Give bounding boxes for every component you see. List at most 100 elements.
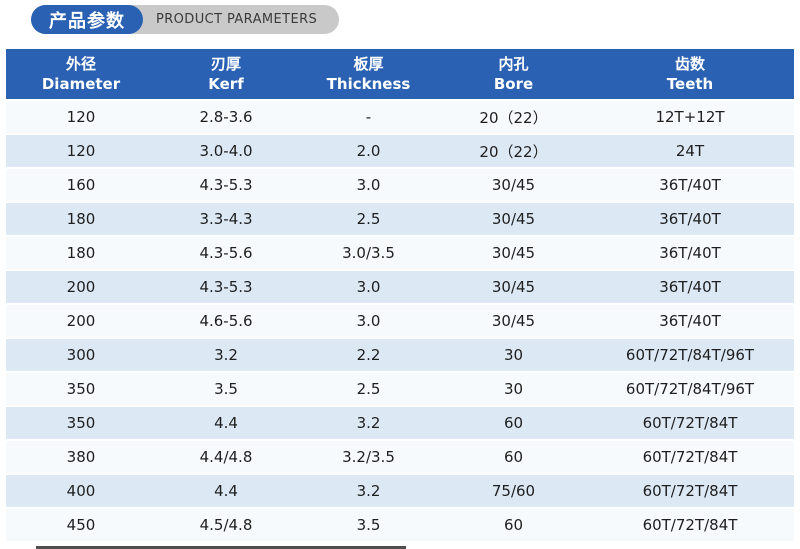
table-cell: - [296,101,441,133]
table-cell: 30/45 [441,169,586,201]
table-cell: 200 [6,305,156,337]
column-header-cn: 刃厚 [210,54,241,73]
table-cell: 60T/72T/84T [586,407,794,439]
table-row: 200 4.6-5.6 3.0 30/45 36T/40T [6,305,794,337]
table-cell: 400 [6,475,156,507]
table-row: 350 4.4 3.2 60 60T/72T/84T [6,407,794,439]
table-row: 120 3.0-4.0 2.0 20（22） 24T [6,135,794,167]
table-cell: 36T/40T [586,203,794,235]
table-cell: 30 [441,373,586,405]
table-cell: 36T/40T [586,305,794,337]
column-header-teeth: 齿数 Teeth [586,49,794,99]
table-cell: 180 [6,237,156,269]
section-title-cn: 产品参数 [31,5,143,34]
column-header-cn: 齿数 [674,54,705,73]
table-cell: 4.3-5.3 [156,271,296,303]
table-row: 300 3.2 2.2 30 60T/72T/84T/96T [6,339,794,371]
table-cell: 60T/72T/84T/96T [586,373,794,405]
table-cell: 60 [441,509,586,541]
table-cell: 3.0 [296,305,441,337]
table-cell: 60 [441,441,586,473]
table-header-row: 外径 Diameter 刃厚 Kerf 板厚 Thickness 内孔 Bore… [6,49,794,99]
table-cell: 20（22） [441,101,586,133]
table-cell: 4.3-5.3 [156,169,296,201]
table-row: 200 4.3-5.3 3.0 30/45 36T/40T [6,271,794,303]
table-cell: 30/45 [441,305,586,337]
column-header-cn: 内孔 [498,54,529,73]
column-header-en: Thickness [326,75,411,93]
table-cell: 4.4/4.8 [156,441,296,473]
column-header-en: Diameter [41,75,121,93]
table-cell: 12T+12T [586,101,794,133]
column-header-thickness: 板厚 Thickness [296,49,441,99]
table-cell: 2.5 [296,203,441,235]
table-cell: 3.0-4.0 [156,135,296,167]
table-cell: 4.3-5.6 [156,237,296,269]
table-cell: 3.0 [296,271,441,303]
next-section-partial-bar [36,546,406,549]
table-cell: 3.0 [296,169,441,201]
table-cell: 2.5 [296,373,441,405]
column-header-bore: 内孔 Bore [441,49,586,99]
table-cell: 300 [6,339,156,371]
column-header-kerf: 刃厚 Kerf [156,49,296,99]
table-cell: 60T/72T/84T [586,509,794,541]
parameters-table: 外径 Diameter 刃厚 Kerf 板厚 Thickness 内孔 Bore… [6,47,794,543]
table-cell: 36T/40T [586,237,794,269]
table-cell: 3.2 [156,339,296,371]
table-cell: 3.2 [296,407,441,439]
table-cell: 24T [586,135,794,167]
table-row: 120 2.8-3.6-20（22） 12T+12T [6,101,794,133]
table-cell: 4.6-5.6 [156,305,296,337]
table-cell: 160 [6,169,156,201]
table-cell: 36T/40T [586,271,794,303]
table-cell: 36T/40T [586,169,794,201]
column-header-cn: 外径 [65,54,96,73]
table-cell: 4.4 [156,475,296,507]
table-cell: 60T/72T/84T [586,475,794,507]
table-row: 450 4.5/4.8 3.5 60 60T/72T/84T [6,509,794,541]
table-cell: 3.2/3.5 [296,441,441,473]
table-cell: 3.5 [156,373,296,405]
table-row: 380 4.4/4.8 3.2/3.5 60 60T/72T/84T [6,441,794,473]
table-cell: 3.3-4.3 [156,203,296,235]
table-cell: 180 [6,203,156,235]
table-row: 160 4.3-5.3 3.0 30/45 36T/40T [6,169,794,201]
column-header-diameter: 外径 Diameter [6,49,156,99]
table-cell: 60 [441,407,586,439]
table-cell: 3.0/3.5 [296,237,441,269]
section-title-en: PRODUCT PARAMETERS [156,12,318,27]
table-cell: 20（22） [441,135,586,167]
table-row: 180 3.3-4.3 2.5 30/45 36T/40T [6,203,794,235]
table-cell: 30 [441,339,586,371]
table-cell: 2.0 [296,135,441,167]
table-cell: 75/60 [441,475,586,507]
table-cell: 60T/72T/84T [586,441,794,473]
table-cell: 2.8-3.6 [156,101,296,133]
table-cell: 200 [6,271,156,303]
table-cell: 3.2 [296,475,441,507]
table-cell: 350 [6,407,156,439]
table-cell: 30/45 [441,237,586,269]
table-row: 350 3.5 2.5 30 60T/72T/84T/96T [6,373,794,405]
title-pill: 产品参数 PRODUCT PARAMETERS [31,5,340,34]
table-cell: 4.4 [156,407,296,439]
table-cell: 60T/72T/84T/96T [586,339,794,371]
section-title: 产品参数 PRODUCT PARAMETERS [0,0,800,34]
table-cell: 120 [6,101,156,133]
table-body: 120 2.8-3.6-20（22） 12T+12T 120 3.0-4.0 2.0 20（… [6,101,794,541]
column-header-en: Teeth [666,75,714,93]
table-cell: 4.5/4.8 [156,509,296,541]
table-cell: 350 [6,373,156,405]
table-cell: 2.2 [296,339,441,371]
table-cell: 3.5 [296,509,441,541]
table-cell: 120 [6,135,156,167]
table-cell: 450 [6,509,156,541]
table-cell: 380 [6,441,156,473]
column-header-cn: 板厚 [353,54,384,73]
table-row: 180 4.3-5.6 3.0/3.5 30/45 36T/40T [6,237,794,269]
table-cell: 30/45 [441,203,586,235]
column-header-en: Kerf [208,75,244,93]
table-row: 400 4.4 3.2 75/60 60T/72T/84T [6,475,794,507]
